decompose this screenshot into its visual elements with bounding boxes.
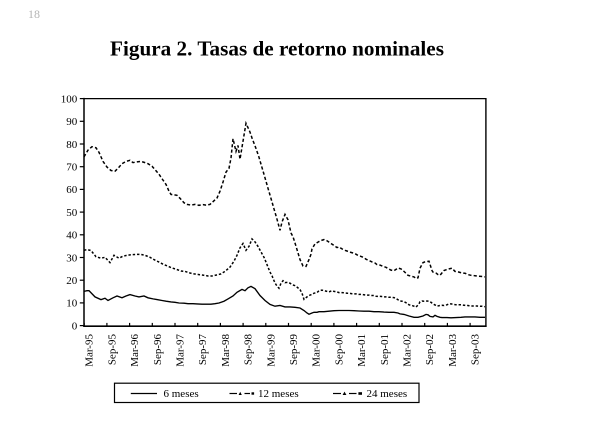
svg-text:Figura 2. Tasas de retorno nom: Figura 2. Tasas de retorno nominales (110, 37, 444, 61)
svg-text:24 meses: 24 meses (367, 388, 408, 400)
svg-text:Mar-99: Mar-99 (265, 334, 277, 367)
svg-text:40: 40 (66, 230, 78, 242)
svg-text:Sep-02: Sep-02 (424, 334, 436, 365)
svg-text:Sep-01: Sep-01 (379, 334, 391, 365)
svg-text:100: 100 (61, 93, 78, 105)
svg-text:30: 30 (66, 252, 78, 264)
svg-text:Mar-01: Mar-01 (356, 334, 368, 367)
svg-text:10: 10 (66, 298, 78, 310)
svg-text:80: 80 (66, 139, 78, 151)
svg-text:Mar-02: Mar-02 (402, 334, 414, 367)
svg-text:50: 50 (66, 207, 78, 219)
svg-text:18: 18 (28, 7, 40, 21)
svg-text:60: 60 (66, 184, 78, 196)
svg-text:Sep-97: Sep-97 (197, 334, 209, 366)
svg-text:Mar-97: Mar-97 (175, 334, 187, 367)
svg-text:Sep-99: Sep-99 (288, 334, 300, 366)
svg-text:Sep-98: Sep-98 (243, 334, 255, 366)
svg-text:Mar-96: Mar-96 (129, 334, 141, 367)
svg-text:Mar-98: Mar-98 (220, 334, 232, 367)
svg-text:90: 90 (66, 116, 78, 128)
svg-text:6 meses: 6 meses (164, 388, 199, 400)
svg-text:Sep-03: Sep-03 (470, 334, 482, 366)
svg-text:Sep-96: Sep-96 (152, 334, 164, 366)
svg-text:Sep-95: Sep-95 (106, 334, 118, 366)
svg-text:Mar-03: Mar-03 (447, 334, 459, 367)
svg-text:12 meses: 12 meses (258, 388, 299, 400)
svg-text:Mar-00: Mar-00 (311, 334, 323, 367)
svg-text:Sep-00: Sep-00 (333, 334, 345, 366)
svg-text:0: 0 (72, 320, 78, 332)
svg-text:20: 20 (66, 275, 78, 287)
svg-text:70: 70 (66, 162, 78, 174)
svg-text:Mar-95: Mar-95 (84, 334, 96, 367)
